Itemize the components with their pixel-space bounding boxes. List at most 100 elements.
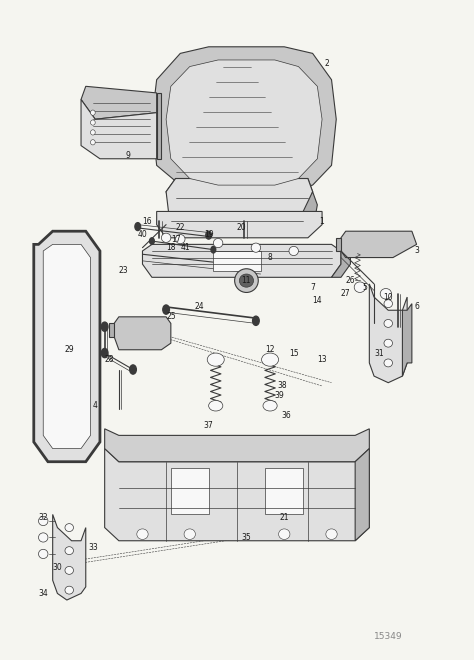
Polygon shape: [171, 469, 209, 514]
Text: 37: 37: [204, 421, 213, 430]
Text: 4: 4: [93, 401, 98, 411]
Ellipse shape: [91, 140, 95, 145]
Ellipse shape: [235, 269, 258, 292]
Polygon shape: [336, 238, 341, 251]
Polygon shape: [369, 284, 407, 383]
Ellipse shape: [207, 353, 224, 366]
Text: 10: 10: [383, 292, 393, 302]
Ellipse shape: [91, 110, 95, 116]
Polygon shape: [152, 47, 336, 191]
Polygon shape: [156, 93, 161, 159]
Polygon shape: [109, 323, 114, 337]
Ellipse shape: [263, 401, 277, 411]
Text: 25: 25: [166, 312, 176, 321]
Polygon shape: [81, 100, 156, 159]
Circle shape: [150, 238, 155, 244]
Text: 14: 14: [312, 296, 322, 305]
Text: 3: 3: [414, 246, 419, 255]
Polygon shape: [53, 514, 86, 600]
Text: 41: 41: [180, 243, 190, 252]
Polygon shape: [43, 244, 91, 449]
Text: 31: 31: [374, 348, 383, 358]
Ellipse shape: [326, 529, 337, 539]
Text: 22: 22: [175, 224, 185, 232]
Ellipse shape: [184, 529, 195, 539]
Text: 12: 12: [265, 345, 275, 354]
Ellipse shape: [161, 233, 171, 242]
Polygon shape: [166, 178, 313, 231]
Ellipse shape: [251, 243, 261, 252]
Polygon shape: [105, 449, 369, 541]
Text: 40: 40: [137, 230, 147, 239]
Text: 20: 20: [237, 224, 246, 232]
Text: 32: 32: [38, 513, 48, 522]
Text: 26: 26: [346, 276, 355, 285]
Ellipse shape: [279, 529, 290, 539]
Text: 13: 13: [317, 355, 327, 364]
Circle shape: [211, 246, 216, 253]
Text: 27: 27: [341, 289, 350, 298]
Circle shape: [206, 231, 211, 239]
Ellipse shape: [289, 246, 299, 255]
Ellipse shape: [384, 319, 392, 327]
Polygon shape: [331, 251, 350, 277]
Polygon shape: [105, 429, 369, 462]
Polygon shape: [81, 86, 156, 119]
Text: 1: 1: [319, 217, 324, 226]
Text: 17: 17: [171, 234, 181, 244]
Ellipse shape: [91, 130, 95, 135]
Text: 18: 18: [166, 243, 175, 252]
Polygon shape: [34, 231, 100, 462]
Text: 8: 8: [268, 253, 273, 262]
Circle shape: [135, 222, 141, 230]
Circle shape: [101, 348, 108, 358]
Text: 36: 36: [282, 411, 292, 420]
Ellipse shape: [209, 401, 223, 411]
Ellipse shape: [239, 274, 254, 287]
Ellipse shape: [213, 238, 223, 248]
Text: 23: 23: [119, 266, 128, 275]
Ellipse shape: [38, 516, 48, 525]
Text: 16: 16: [142, 217, 152, 226]
Text: 15349: 15349: [374, 632, 402, 641]
Text: 9: 9: [126, 151, 131, 160]
Polygon shape: [402, 304, 412, 376]
Polygon shape: [166, 60, 322, 185]
Ellipse shape: [65, 566, 73, 574]
Circle shape: [130, 365, 137, 374]
Text: 33: 33: [88, 543, 98, 552]
Ellipse shape: [384, 359, 392, 367]
Text: 11: 11: [242, 276, 251, 285]
Ellipse shape: [384, 300, 392, 308]
Polygon shape: [303, 191, 318, 231]
Polygon shape: [166, 178, 313, 211]
Text: 30: 30: [53, 562, 62, 572]
Ellipse shape: [354, 282, 365, 292]
Text: 15: 15: [289, 348, 299, 358]
Circle shape: [163, 305, 169, 314]
Text: 7: 7: [310, 282, 315, 292]
Ellipse shape: [65, 586, 73, 594]
Text: 28: 28: [105, 355, 114, 364]
Ellipse shape: [262, 353, 279, 366]
Text: 2: 2: [324, 59, 329, 68]
Text: 34: 34: [38, 589, 48, 598]
Polygon shape: [156, 211, 322, 238]
Ellipse shape: [65, 523, 73, 531]
Polygon shape: [213, 251, 261, 271]
Text: 39: 39: [274, 391, 284, 401]
Ellipse shape: [65, 546, 73, 554]
Circle shape: [253, 316, 259, 325]
Ellipse shape: [380, 288, 392, 299]
Text: 35: 35: [242, 533, 251, 542]
Ellipse shape: [137, 529, 148, 539]
Ellipse shape: [384, 339, 392, 347]
Ellipse shape: [91, 120, 95, 125]
Text: 24: 24: [194, 302, 204, 312]
Text: 5: 5: [362, 282, 367, 292]
Text: 6: 6: [414, 302, 419, 312]
Ellipse shape: [38, 533, 48, 542]
Text: 38: 38: [277, 381, 287, 391]
Text: 29: 29: [64, 345, 74, 354]
Polygon shape: [355, 449, 369, 541]
